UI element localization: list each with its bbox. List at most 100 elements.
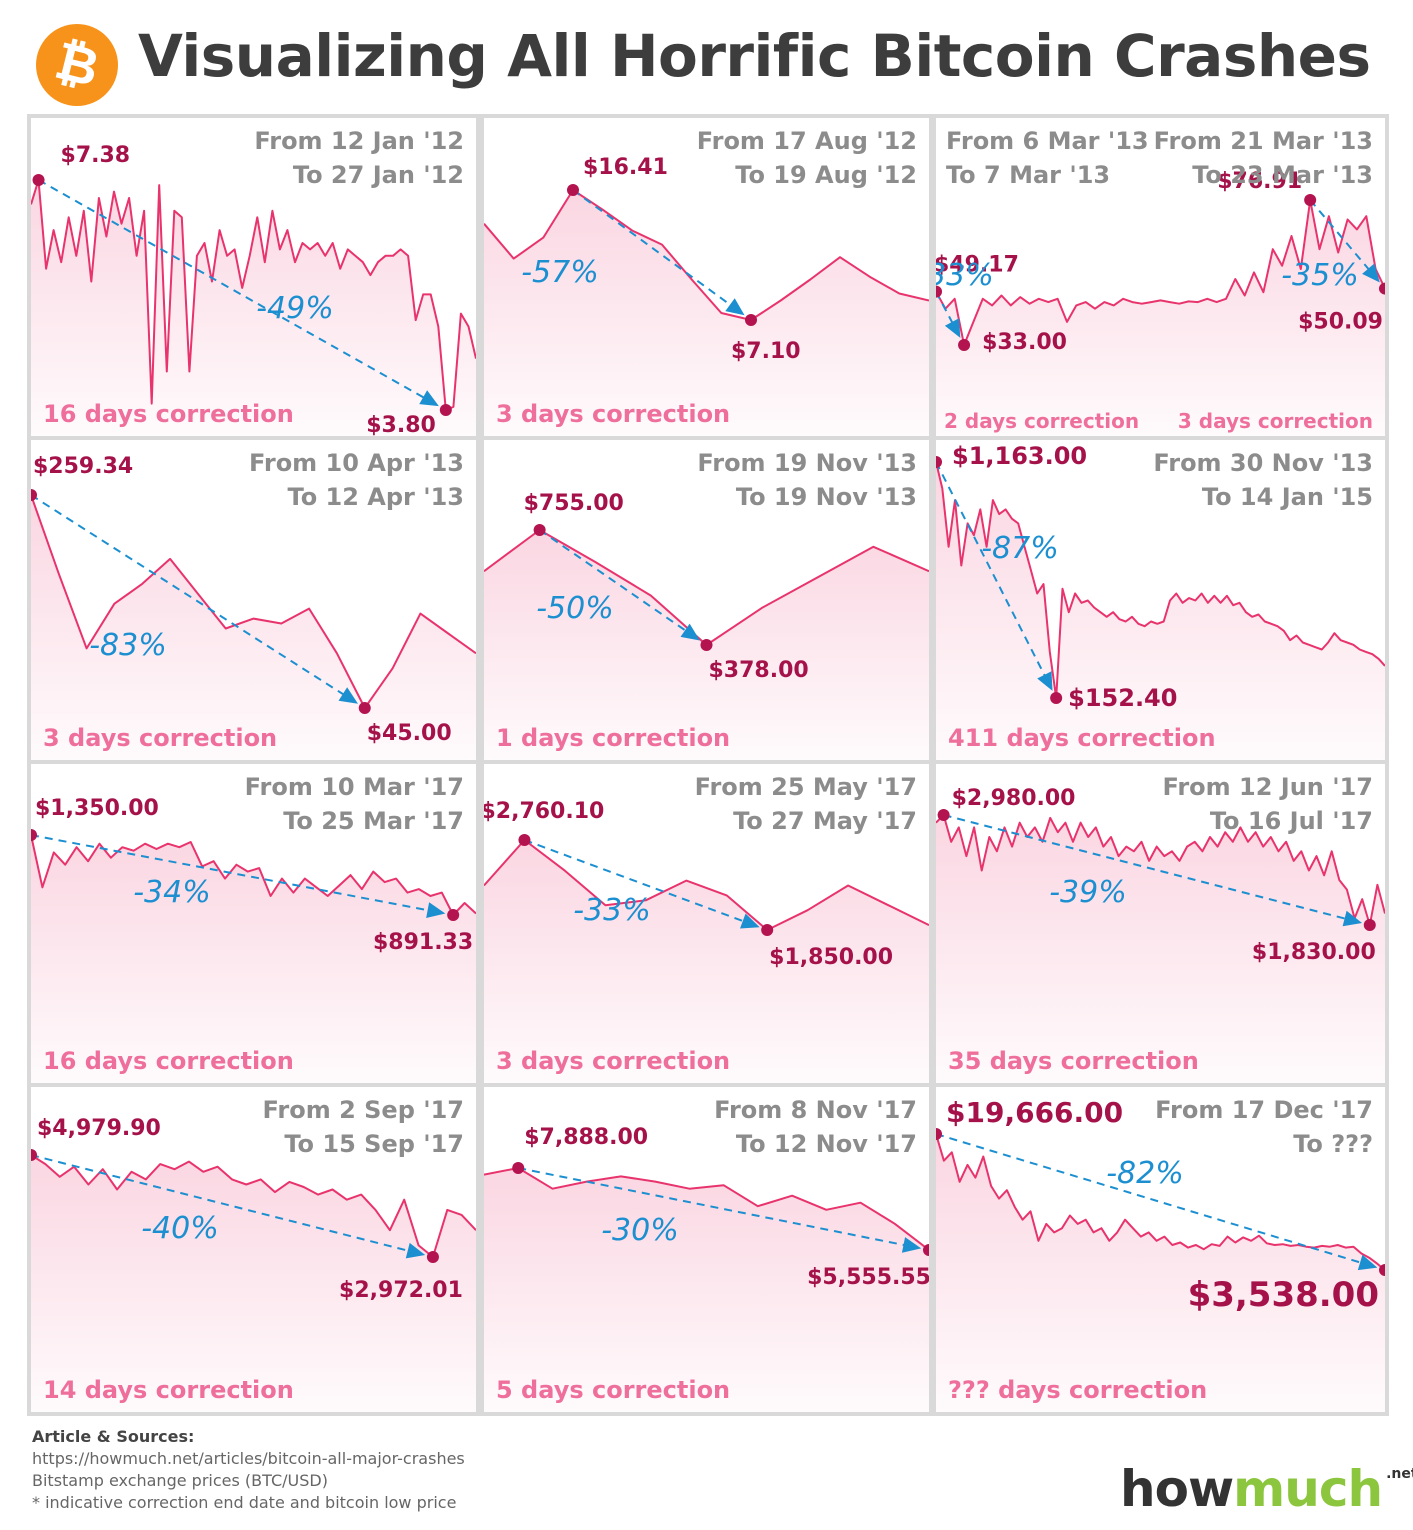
drop-arrow-head bbox=[405, 1242, 426, 1259]
correction-label: 3 days correction bbox=[43, 724, 277, 752]
high-point bbox=[31, 1149, 37, 1161]
date-to: To 7 Mar '13 bbox=[946, 161, 1111, 189]
drop-percent: -33% bbox=[936, 258, 994, 293]
price-area bbox=[31, 495, 476, 760]
high-point-2 bbox=[1304, 194, 1317, 206]
crash-panel-5: $755.00 $378.00 -50% 1 days correction From … bbox=[484, 440, 929, 760]
high-point bbox=[31, 829, 37, 841]
high-price-label-2: $76.91 bbox=[1217, 169, 1302, 194]
date-from: From 21 Mar '13 bbox=[1153, 127, 1373, 155]
crash-chart-svg: $19,666.00 $3,538.00 -82% ??? days correcti… bbox=[936, 1096, 1385, 1412]
crash-panel-11: $7,888.00 $5,555.55 -30% 5 days correction F… bbox=[484, 1087, 929, 1412]
low-point bbox=[761, 924, 774, 936]
price-line bbox=[31, 834, 476, 916]
date-from: From 10 Apr '13 bbox=[249, 449, 464, 477]
crash-chart-svg: $7,888.00 $5,555.55 -30% 5 days correction bbox=[484, 1125, 929, 1412]
date-to: To 12 Nov '17 bbox=[735, 1130, 917, 1158]
brand-how: how bbox=[1120, 1460, 1234, 1518]
date-from: From 2 Sep '17 bbox=[262, 1096, 464, 1124]
price-area bbox=[484, 840, 929, 1083]
price-line bbox=[936, 461, 1385, 699]
drop-percent: -83% bbox=[89, 628, 167, 663]
date-range: From 30 Nov '13 To 14 Jan '15 bbox=[1153, 446, 1373, 514]
drop-arrow-head bbox=[419, 390, 439, 407]
crash-chart-svg: $2,980.00 $1,830.00 -39% 35 days correction bbox=[936, 786, 1385, 1083]
crash-panel-9: $2,980.00 $1,830.00 -39% 35 days correction… bbox=[936, 764, 1385, 1083]
crash-panel-7: $1,350.00 $891.33 -34% 16 days correction Fr… bbox=[31, 764, 476, 1083]
date-range: From 17 Aug '12 To 19 Aug '12 bbox=[697, 124, 917, 192]
low-price-label: $2,972.01 bbox=[339, 1278, 463, 1303]
high-point bbox=[518, 834, 531, 846]
correction-label: ??? days correction bbox=[948, 1376, 1207, 1404]
drop-arrow-line bbox=[524, 839, 747, 924]
date-from: From 12 Jan '12 bbox=[254, 127, 464, 155]
high-price-label: $19,666.00 bbox=[946, 1096, 1123, 1129]
correction-label: 14 days correction bbox=[43, 1376, 294, 1404]
date-to: To 25 Mar '17 bbox=[283, 807, 464, 835]
price-line bbox=[31, 494, 476, 709]
bitcoin-logo-icon: ₿ bbox=[36, 24, 118, 106]
date-to: To 16 Jul '17 bbox=[1209, 807, 1373, 835]
high-price-label: $259.34 bbox=[33, 454, 133, 479]
footer-heading: Article & Sources: bbox=[32, 1427, 195, 1446]
brand-much: much bbox=[1233, 1460, 1383, 1518]
howmuch-logo: howmuch.net bbox=[1120, 1460, 1413, 1518]
low-price-label: $3.80 bbox=[366, 413, 436, 436]
date-from: From 30 Nov '13 bbox=[1153, 449, 1373, 477]
crash-chart-svg: $259.34 $45.00 -83% 3 days correction bbox=[31, 454, 476, 760]
low-point-2 bbox=[1379, 282, 1385, 295]
high-price-label: $49.17 bbox=[936, 253, 1019, 278]
date-from: From 12 Jun '17 bbox=[1162, 773, 1373, 801]
correction-label: 16 days correction bbox=[43, 400, 294, 428]
low-price-label: $5,555.55 bbox=[807, 1265, 929, 1290]
low-point bbox=[447, 909, 460, 921]
date-range: From 8 Nov '17 To 12 Nov '17 bbox=[714, 1093, 917, 1161]
low-point bbox=[426, 1251, 439, 1263]
correction-label: 3 days correction bbox=[496, 1047, 730, 1075]
drop-arrow-head bbox=[901, 1237, 922, 1253]
drop-arrow-head bbox=[725, 298, 745, 316]
date-to: To 14 Jan '15 bbox=[1201, 483, 1373, 511]
crash-chart-svg: $7.38 $3.80 -49% 16 days correction bbox=[31, 143, 476, 436]
price-area bbox=[936, 200, 1385, 436]
price-line bbox=[484, 1167, 929, 1251]
drop-percent: -30% bbox=[601, 1213, 679, 1248]
drop-arrow-line bbox=[31, 494, 347, 698]
drop-percent: -34% bbox=[133, 875, 211, 910]
correction-label: 411 days correction bbox=[948, 724, 1216, 752]
brand-net: .net bbox=[1386, 1466, 1413, 1482]
date-to: To 19 Aug '12 bbox=[735, 161, 917, 189]
correction-label: 1 days correction bbox=[496, 724, 730, 752]
low-point bbox=[1363, 919, 1376, 931]
low-price-label: $7.10 bbox=[731, 339, 801, 364]
date-range: From 17 Dec '17 To ??? bbox=[1155, 1093, 1373, 1161]
crash-chart-svg: $1,163.00 $152.40 -87% 411 days correction bbox=[936, 442, 1385, 760]
drop-percent-2: -35% bbox=[1281, 258, 1359, 293]
high-price-label: $2,980.00 bbox=[952, 786, 1076, 811]
correction-label-2: 3 days correction bbox=[1178, 409, 1373, 433]
drop-percent: -50% bbox=[536, 591, 614, 626]
low-price-label: $378.00 bbox=[709, 658, 809, 683]
high-price-label: $7,888.00 bbox=[524, 1125, 648, 1150]
high-point bbox=[32, 174, 45, 186]
drop-arrow-line bbox=[31, 1154, 412, 1253]
low-price-label: $1,830.00 bbox=[1252, 940, 1376, 965]
low-price-label-2: $50.09 bbox=[1298, 310, 1383, 335]
drop-arrow-line bbox=[572, 189, 734, 308]
date-range: From 10 Apr '13 To 12 Apr '13 bbox=[249, 446, 464, 514]
high-price-label: $1,350.00 bbox=[35, 796, 159, 821]
crash-chart-svg: $2,760.10 $1,850.00 -33% 3 days correction bbox=[484, 799, 929, 1083]
crash-panel-3: $49.17 $33.00 -33% $76.91 $50.09 -35% 2 days c… bbox=[936, 118, 1385, 436]
bitcoin-glyph: ₿ bbox=[49, 30, 105, 100]
high-point bbox=[31, 489, 37, 501]
footer-source-exchange: Bitstamp exchange prices (BTC/USD) bbox=[32, 1471, 328, 1490]
low-point bbox=[439, 404, 452, 416]
high-price-label: $16.41 bbox=[583, 155, 668, 180]
low-point bbox=[1050, 692, 1063, 704]
low-price-label: $891.33 bbox=[373, 930, 473, 955]
crash-panel-4: $259.34 $45.00 -83% 3 days correction From 1… bbox=[31, 440, 476, 760]
date-range: From 6 Mar '13 To 7 Mar '13 bbox=[946, 124, 1149, 192]
date-from: From 19 Nov '13 bbox=[697, 449, 917, 477]
low-point bbox=[1379, 1264, 1385, 1276]
low-price-label: $1,850.00 bbox=[769, 945, 893, 970]
